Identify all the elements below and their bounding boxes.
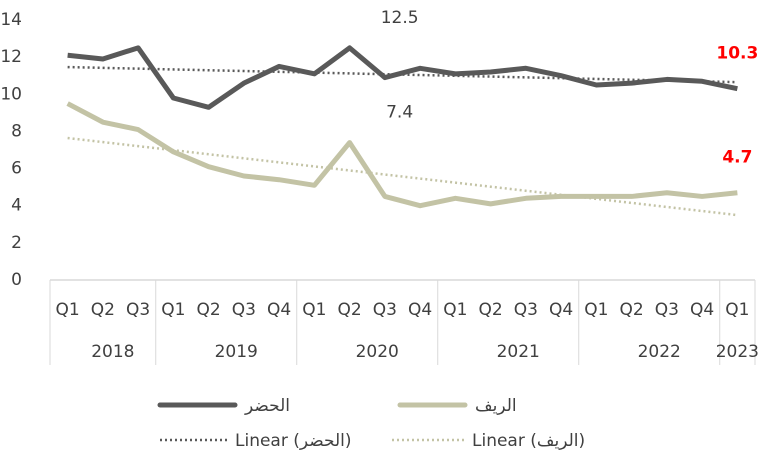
x-tick-label: Q4 [408,300,432,320]
x-tick-label: Q2 [338,300,362,320]
legend-label: Linear (الحضر) [235,431,352,451]
data-label: 7.4 [386,103,413,123]
y-tick-label: 4 [11,196,22,216]
group-label: 2023 [716,342,759,362]
x-tick-label: Q3 [232,300,256,320]
x-tick-label: Q1 [56,300,80,320]
series-line [66,101,738,209]
x-tick-label: Q1 [725,300,749,320]
y-tick-label: 2 [11,233,22,253]
trendline [67,136,738,217]
x-tick-label: Q2 [479,300,503,320]
legend-label: الحضر [244,396,290,416]
legend-label: الريف [475,396,517,416]
y-tick-label: 14 [0,10,22,30]
data-label: 12.5 [381,8,419,28]
x-tick-label: Q3 [126,300,150,320]
group-label: 2021 [497,342,540,362]
x-tick-label: Q2 [91,300,115,320]
trendline [67,65,738,84]
x-tick-label: Q4 [690,300,714,320]
x-tick-label: Q1 [161,300,185,320]
x-tick-label: Q4 [267,300,291,320]
x-tick-label: Q2 [197,300,221,320]
group-label: 2018 [91,342,134,362]
legend-label: Linear (الريف) [472,431,585,451]
data-label: 4.7 [722,148,752,168]
x-tick-label: Q3 [655,300,679,320]
group-label: 2022 [638,342,681,362]
series-line [67,45,738,110]
x-tick-label: Q1 [302,300,326,320]
x-tick-label: Q2 [620,300,644,320]
x-tick-label: Q1 [443,300,467,320]
group-label: 2020 [356,342,399,362]
data-label: 10.3 [716,44,758,64]
x-tick-label: Q3 [373,300,397,320]
y-tick-label: 6 [11,159,22,179]
y-tick-label: 0 [11,270,22,290]
x-tick-label: Q3 [514,300,538,320]
y-tick-label: 8 [11,121,22,141]
y-tick-label: 10 [0,84,22,104]
group-label: 2019 [215,342,258,362]
x-tick-label: Q1 [584,300,608,320]
y-tick-label: 12 [0,47,22,67]
x-tick-label: Q4 [549,300,573,320]
